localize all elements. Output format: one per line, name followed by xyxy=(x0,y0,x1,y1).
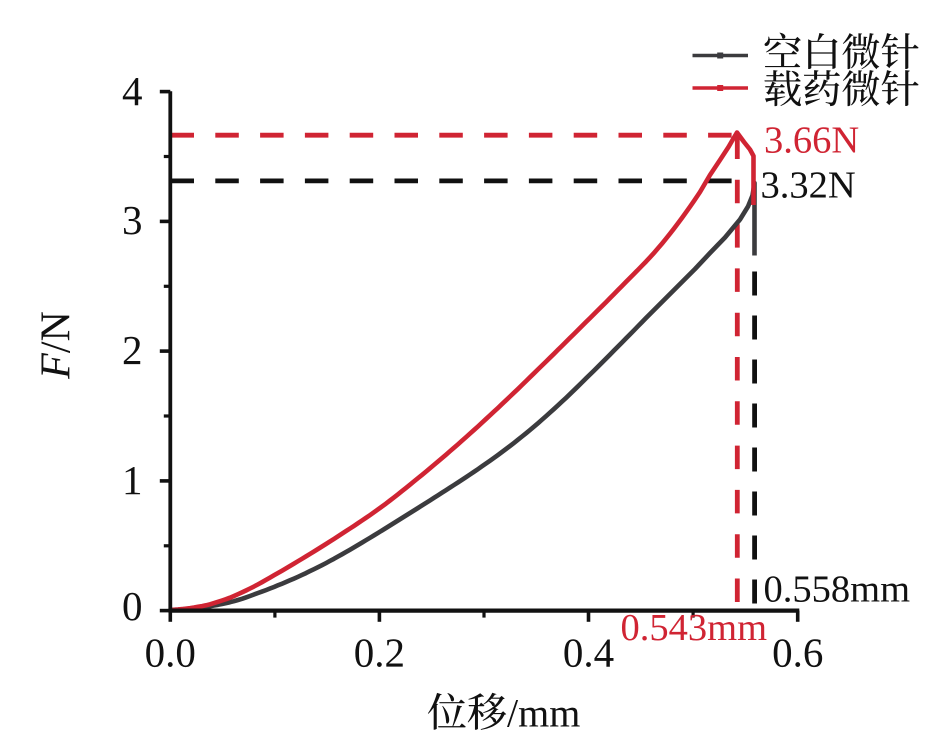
svg-text:0.2: 0.2 xyxy=(354,630,405,676)
svg-text:1: 1 xyxy=(122,457,143,503)
svg-text:3.66N: 3.66N xyxy=(764,120,859,162)
svg-text:0: 0 xyxy=(122,583,143,629)
svg-text:0.4: 0.4 xyxy=(563,630,614,676)
svg-text:0.0: 0.0 xyxy=(145,630,196,676)
svg-text:F/N: F/N xyxy=(34,311,80,380)
svg-text:3: 3 xyxy=(122,197,143,243)
svg-text:3.32N: 3.32N xyxy=(761,165,856,207)
svg-text:4: 4 xyxy=(122,68,143,114)
svg-text:0.558mm: 0.558mm xyxy=(764,569,911,611)
svg-text:0.543mm: 0.543mm xyxy=(621,607,768,649)
svg-text:0.6: 0.6 xyxy=(772,630,823,676)
svg-text:/mm: /mm xyxy=(507,691,580,736)
svg-text:2: 2 xyxy=(122,327,143,373)
